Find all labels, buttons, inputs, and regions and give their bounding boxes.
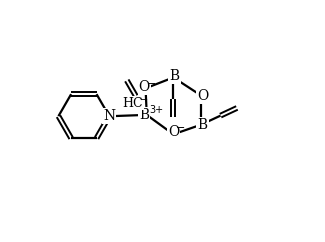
Text: 3+: 3+ [149, 105, 163, 115]
Text: B: B [170, 69, 180, 83]
Text: B: B [197, 118, 207, 132]
Text: O: O [139, 80, 150, 94]
Text: −: − [147, 79, 156, 89]
Text: O: O [198, 89, 209, 103]
Text: N: N [103, 109, 115, 123]
Text: −: − [176, 122, 185, 133]
Text: HC: HC [123, 97, 143, 110]
Text: O: O [168, 125, 179, 139]
Text: −: − [140, 95, 148, 105]
Text: B: B [139, 108, 149, 122]
